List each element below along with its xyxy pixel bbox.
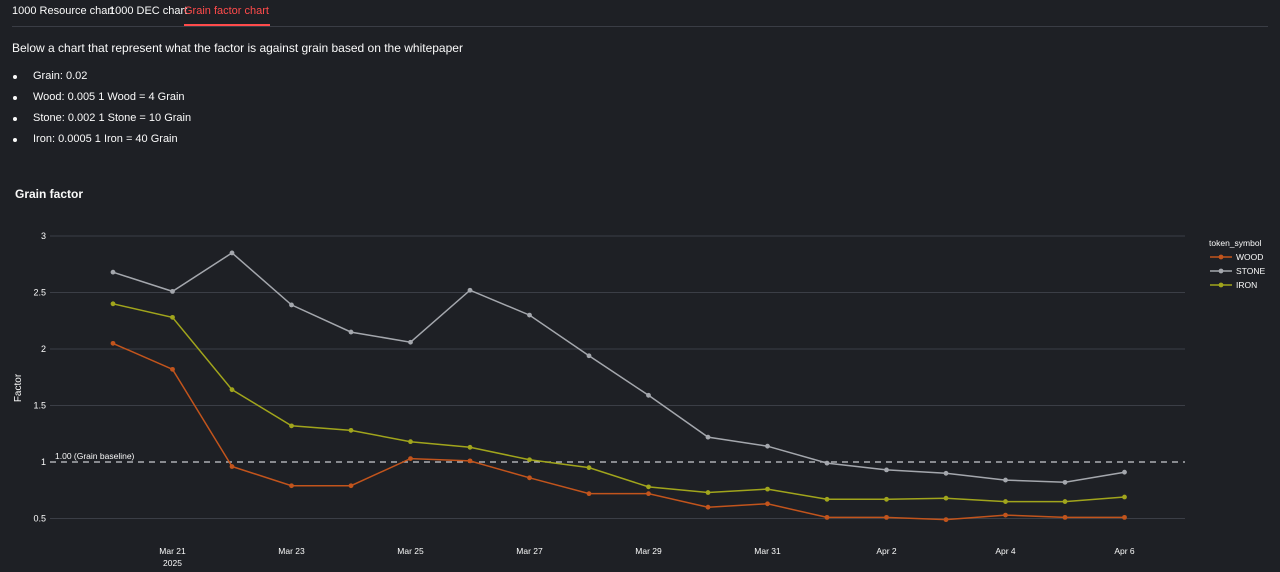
tab-bar: 1000 Resource chart 1000 DEC chart Grain… [12, 0, 1268, 27]
data-point-wood [943, 517, 949, 523]
x-tick-label: Mar 31 [754, 546, 781, 556]
tab-dec-chart[interactable]: 1000 DEC chart [109, 5, 188, 17]
active-tab-indicator [184, 24, 270, 26]
data-point-wood [527, 475, 532, 481]
data-point-stone [646, 392, 651, 398]
data-point-stone [229, 250, 235, 256]
y-tick-label: 1 [41, 457, 46, 467]
data-point-iron [289, 423, 294, 429]
data-point-iron [110, 301, 116, 307]
data-point-wood [765, 501, 770, 507]
legend-swatch-point [1218, 254, 1224, 260]
data-point-wood [1122, 514, 1127, 520]
data-point-stone [884, 467, 889, 473]
legend-label-iron: IRON [1236, 280, 1257, 290]
legend-swatch-point [1218, 268, 1224, 274]
data-point-iron [170, 314, 175, 320]
data-point-iron [527, 457, 532, 463]
series-line-iron [112, 303, 1125, 503]
data-point-stone [289, 302, 294, 308]
data-point-wood [289, 483, 294, 489]
data-point-wood [110, 340, 116, 346]
data-point-wood [705, 504, 711, 510]
legend-swatch-point [1218, 282, 1224, 288]
grain-factor-chart[interactable]: Grain factor 0.5 1 1.5 2 2.5 3 Factor 1.00 (Grai… [0, 180, 1280, 572]
data-point-iron [408, 439, 413, 445]
legend-label-stone: STONE [1236, 266, 1265, 276]
data-point-iron [943, 495, 949, 501]
tab-grain-factor-chart[interactable]: Grain factor chart [184, 5, 269, 17]
x-tick-label: Mar 25 [397, 546, 424, 556]
data-point-iron [467, 444, 473, 450]
data-point-iron [1062, 499, 1068, 504]
data-point-wood [646, 491, 651, 497]
data-point-wood [1003, 512, 1008, 518]
factor-item-grain: Grain: 0.02 [12, 66, 191, 87]
data-point-wood [467, 458, 473, 464]
data-point-iron [884, 496, 889, 502]
data-point-iron [765, 486, 770, 492]
data-point-stone [1003, 477, 1008, 483]
data-point-stone [348, 329, 354, 335]
data-point-stone [586, 353, 592, 359]
data-point-wood [824, 514, 830, 520]
y-axis-label: Factor [13, 373, 24, 402]
data-point-iron [1003, 499, 1008, 504]
y-tick-label: 2.5 [33, 288, 46, 298]
data-point-stone [527, 312, 532, 318]
data-point-wood [229, 464, 235, 469]
data-point-iron [824, 496, 830, 502]
tab-resource-chart[interactable]: 1000 Resource chart [12, 5, 115, 17]
data-point-stone [110, 269, 116, 275]
baseline-label: 1.00 (Grain baseline) [55, 451, 135, 461]
data-point-wood [170, 366, 175, 372]
data-point-stone [765, 443, 770, 449]
data-point-wood [1062, 514, 1068, 520]
factor-list: Grain: 0.02 Wood: 0.005 1 Wood = 4 Grain… [12, 66, 191, 150]
x-tick-label: Mar 27 [516, 546, 543, 556]
x-tick-label: Mar 23 [278, 546, 305, 556]
data-point-iron [646, 484, 651, 490]
data-point-stone [824, 460, 830, 466]
data-point-iron [586, 465, 592, 471]
data-point-stone [467, 287, 473, 293]
chart-title: Grain factor [15, 187, 83, 201]
data-point-stone [1122, 469, 1127, 475]
y-tick-label: 0.5 [33, 514, 46, 524]
x-tick-label: Apr 6 [1114, 546, 1135, 556]
data-point-stone [1062, 479, 1068, 485]
y-tick-label: 2 [41, 344, 46, 354]
data-point-iron [348, 427, 354, 433]
series-line-stone [112, 251, 1125, 484]
factor-item-iron: Iron: 0.0005 1 Iron = 40 Grain [12, 129, 191, 150]
intro-text: Below a chart that represent what the fa… [12, 41, 463, 55]
data-point-iron [705, 490, 711, 495]
data-point-wood [586, 491, 592, 497]
x-tick-label: Apr 4 [995, 546, 1016, 556]
data-point-wood [884, 514, 889, 520]
legend-title: token_symbol [1209, 238, 1262, 248]
data-point-stone [705, 434, 711, 440]
y-tick-label: 1.5 [33, 401, 46, 411]
series-line-wood [112, 342, 1125, 521]
data-point-iron [1122, 494, 1127, 500]
data-point-wood [348, 483, 354, 489]
data-point-wood [408, 456, 413, 462]
factor-item-wood: Wood: 0.005 1 Wood = 4 Grain [12, 87, 191, 108]
data-point-iron [229, 387, 235, 393]
x-tick-label: Apr 2 [876, 546, 897, 556]
data-point-stone [943, 470, 949, 476]
data-point-stone [408, 339, 413, 345]
x-year-label: 2025 [163, 558, 182, 568]
y-tick-label: 3 [41, 231, 46, 241]
data-point-stone [170, 288, 175, 294]
x-tick-label: Mar 21 [159, 546, 186, 556]
factor-item-stone: Stone: 0.002 1 Stone = 10 Grain [12, 108, 191, 129]
x-tick-label: Mar 29 [635, 546, 662, 556]
legend-label-wood: WOOD [1236, 252, 1263, 262]
